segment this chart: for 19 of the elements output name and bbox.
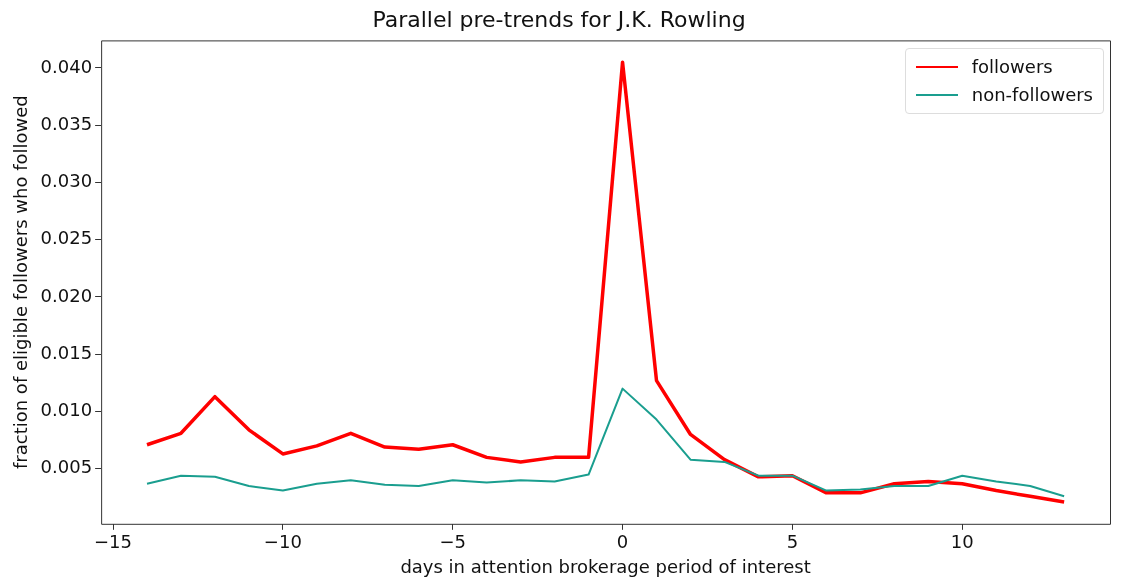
x-tick-label: −15: [94, 531, 133, 553]
x-tick-label: 10: [950, 531, 974, 553]
legend-label: non-followers: [971, 83, 1093, 107]
y-tick-label: 0.020: [40, 284, 93, 306]
chart-title: Parallel pre-trends for J.K. Rowling: [372, 6, 746, 32]
x-axis-title: days in attention brokerage period of interest: [400, 555, 811, 577]
y-tick-label: 0.030: [40, 170, 93, 192]
legend-label: followers: [971, 55, 1053, 79]
x-tick-label: −10: [263, 531, 302, 553]
y-axis-title: fraction of eligible followers who followed: [10, 95, 32, 469]
y-tick-label: 0.040: [40, 55, 93, 77]
y-tick-label: 0.035: [40, 112, 93, 134]
y-tick-label: 0.015: [40, 341, 93, 363]
y-tick-label: 0.025: [40, 227, 93, 249]
x-tick-label: 5: [786, 531, 799, 553]
y-tick-label: 0.005: [40, 456, 93, 478]
y-tick-label: 0.010: [40, 399, 93, 421]
x-tick-label: 0: [616, 531, 629, 553]
x-tick-label: −5: [439, 531, 466, 553]
